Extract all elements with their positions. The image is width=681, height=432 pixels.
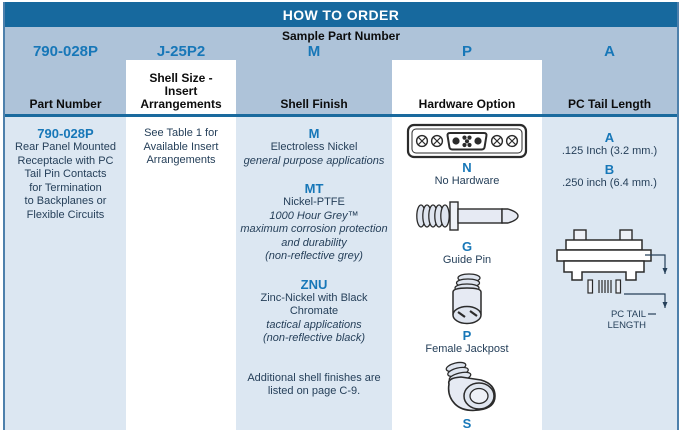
column-header-label: Arrangements: [140, 97, 222, 111]
shell-finish-note: 1000 Hour Grey™: [269, 209, 359, 222]
pc-tail-option-a: A .125 Inch (3.2 mm.): [542, 131, 677, 159]
sample-value-shell-finish: M: [307, 43, 321, 60]
hardware-code: N: [462, 160, 472, 175]
hardware-code: S: [462, 415, 472, 430]
pc-tail-length-value: .125 Inch (3.2 mm.): [561, 145, 658, 157]
connector-side-view-icon: PC TAIL LENGTH: [542, 224, 677, 332]
hardware-option-s: S Female Guide Socket: [392, 360, 542, 430]
hardware-name: Guide Pin: [442, 253, 492, 266]
part-number-description-line: to Backplanes or: [24, 195, 107, 207]
female-jackpost-icon: [392, 270, 542, 328]
hardware-option-g: G Guide Pin: [392, 193, 542, 268]
column-header-label: Part Number: [29, 97, 102, 111]
column-header-label: Shell Finish: [280, 97, 348, 111]
shell-finish-note: and durability: [281, 236, 347, 249]
part-number-code: 790-028P: [37, 126, 94, 141]
column-header-label: Hardware Option: [418, 97, 516, 111]
how-to-order-table: HOW TO ORDER Sample Part Number 790-028P…: [3, 2, 679, 430]
shell-finish-option-m: M Electroless Nickel general purpose app…: [236, 127, 392, 168]
part-number-description-line: for Termination: [29, 181, 102, 194]
shell-finish-note: general purpose applications: [243, 154, 385, 167]
pc-tail-length-cell: A .125 Inch (3.2 mm.) B .250 inch (6.4 m…: [542, 117, 677, 430]
shell-finish-code: M: [308, 126, 320, 141]
shell-finish-code: ZNU: [300, 276, 328, 292]
pc-tail-diagram-label: PC TAIL: [610, 309, 645, 320]
part-number-description-line: Flexible Circuits: [26, 208, 105, 221]
sample-value-part-number: 790-028P: [32, 43, 99, 60]
shell-finish-option-mt: MT Nickel-PTFE 1000 Hour Grey™ maximum c…: [236, 182, 392, 264]
pc-tail-option-b: B .250 inch (6.4 mm.): [542, 161, 677, 191]
part-number-description-line: Rear Panel Mounted: [15, 141, 116, 153]
column-header-part-number: Part Number: [5, 60, 126, 114]
hardware-code: G: [461, 238, 473, 254]
part-number-description-line: Tail Pin Contacts: [24, 168, 107, 180]
part-number-cell: 790-028P Rear Panel Mounted Receptacle w…: [5, 117, 126, 430]
dsub-connector-face-icon: [392, 122, 542, 160]
hardware-name: No Hardware: [434, 175, 500, 187]
column-header-pc-tail: PC Tail Length: [542, 60, 677, 114]
hardware-option-p: P Female Jackpost: [392, 270, 542, 357]
sample-part-number-label: Sample Part Number: [281, 28, 401, 43]
sample-part-number-section: Sample Part Number 790-028P J-25P2 M P A…: [5, 27, 677, 114]
guide-pin-icon: [392, 193, 542, 239]
column-header-label: Shell Size -: [149, 71, 213, 85]
pc-tail-diagram-label: LENGTH: [607, 320, 646, 331]
shell-finish-name: Nickel-PTFE: [283, 196, 345, 208]
column-header-row: Part Number Shell Size - Insert Arrangem…: [5, 60, 677, 114]
column-header-label: PC Tail Length: [567, 97, 652, 111]
shell-finish-note: maximum corrosion protection: [240, 223, 388, 235]
pc-tail-code: A: [604, 130, 615, 145]
column-header-shell-finish: Shell Finish: [236, 60, 392, 114]
part-number-description-line: Receptacle with PC: [17, 154, 114, 167]
shell-finish-note: (non-reflective black): [262, 332, 366, 344]
sample-value-pc-tail: A: [604, 43, 615, 60]
female-guide-socket-icon: [392, 360, 542, 416]
table-body: 790-028P Rear Panel Mounted Receptacle w…: [5, 117, 677, 430]
sample-values-row: 790-028P J-25P2 M P A: [5, 44, 677, 60]
table-title: HOW TO ORDER: [5, 2, 677, 27]
pc-tail-length-value: .250 inch (6.4 mm.): [562, 176, 657, 189]
hardware-option-n: N No Hardware: [392, 122, 542, 189]
shell-size-note: See Table 1 for Available Insert Arrange…: [143, 127, 219, 166]
shell-size-cell: See Table 1 for Available Insert Arrange…: [126, 117, 236, 430]
pc-tail-code: B: [604, 161, 615, 177]
column-header-label: Insert: [164, 84, 198, 98]
shell-finish-code: MT: [304, 181, 324, 196]
hardware-option-cell: N No Hardware: [392, 117, 542, 430]
shell-finish-note: (non-reflective grey): [265, 250, 363, 262]
shell-finish-footnote: Additional shell finishes are listed on …: [247, 371, 381, 398]
hardware-code: P: [462, 328, 472, 343]
sample-value-shell-size: J-25P2: [156, 43, 206, 60]
column-header-shell-size: Shell Size - Insert Arrangements: [126, 60, 236, 114]
shell-finish-name: Electroless Nickel: [270, 141, 358, 153]
shell-finish-note: tactical applications: [266, 318, 362, 331]
header-divider: [5, 114, 677, 117]
shell-finish-cell: M Electroless Nickel general purpose app…: [236, 117, 392, 430]
shell-finish-option-znu: ZNU Zinc-Nickel with Black Chromate tact…: [236, 276, 392, 346]
shell-finish-name: Zinc-Nickel with Black Chromate: [260, 291, 368, 318]
column-header-hardware: Hardware Option: [392, 60, 542, 114]
sample-value-hardware: P: [461, 43, 472, 60]
hardware-name: Female Jackpost: [425, 343, 509, 355]
